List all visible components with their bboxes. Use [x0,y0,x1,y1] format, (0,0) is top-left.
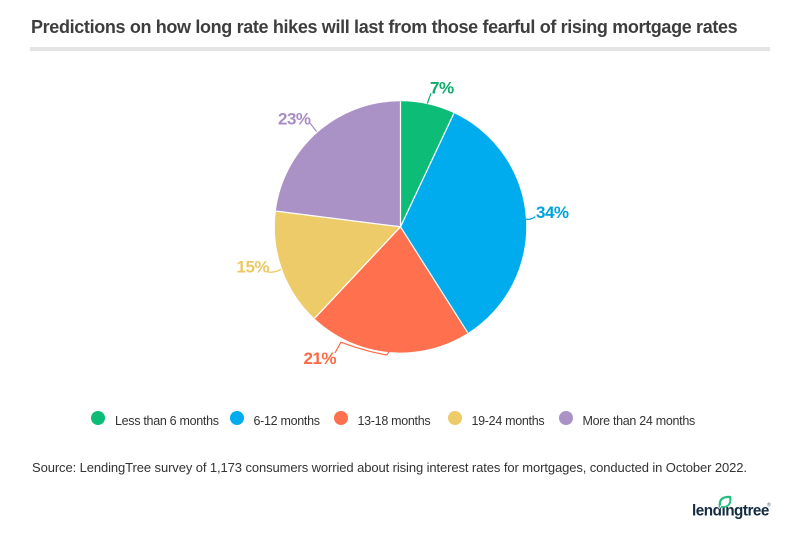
svg-text:®: ® [767,502,771,509]
svg-text:7%: 7% [430,79,454,98]
svg-text:15%: 15% [237,258,270,277]
svg-text:23%: 23% [278,110,311,129]
svg-text:lendıngtree: lendıngtree [692,503,769,520]
svg-text:34%: 34% [536,203,569,222]
svg-text:21%: 21% [304,349,337,368]
